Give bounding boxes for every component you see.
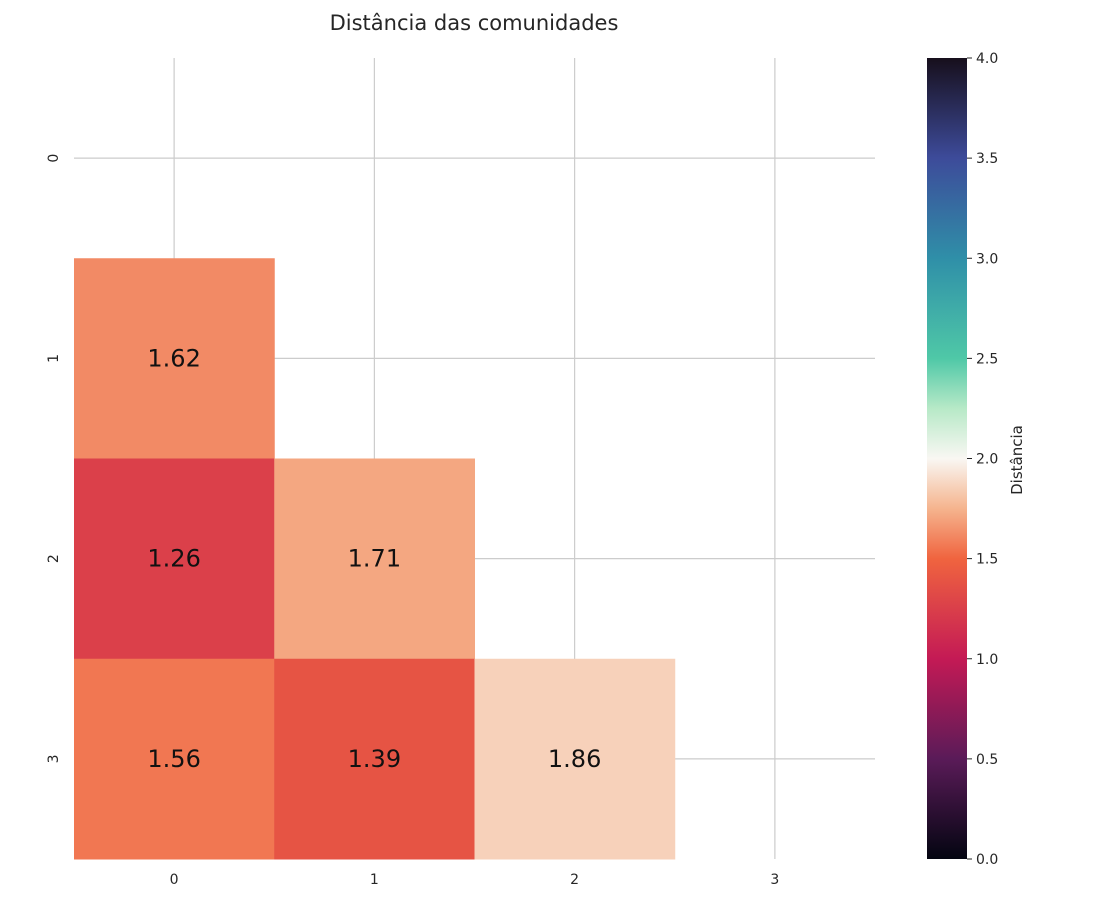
colorbar-label: Distância [1008, 425, 1026, 495]
cell-value-label: 1.86 [548, 745, 601, 773]
x-tick-label: 0 [170, 872, 179, 888]
heatmap-cell [274, 458, 475, 660]
heatmap-cell [474, 658, 676, 860]
chart-title: Distância das comunidades [330, 11, 619, 35]
heatmap-cell [74, 258, 275, 459]
colorbar-tick-label: 0.0 [976, 852, 998, 868]
cell-value-label: 1.71 [348, 545, 401, 573]
x-tick-label: 3 [770, 872, 779, 888]
colorbar-tick-label: 3.5 [976, 151, 998, 167]
x-axis-ticks: 0 1 2 3 [170, 872, 780, 888]
colorbar-gradient [927, 58, 967, 859]
colorbar-tick-label: 3.0 [976, 251, 998, 267]
y-tick-label: 2 [46, 554, 62, 563]
colorbar: 0.0 0.5 1.0 1.5 2.0 2.5 3.0 3.5 4.0 Distância [927, 51, 1026, 868]
colorbar-tick-label: 4.0 [976, 51, 998, 67]
cell-value-label: 1.39 [348, 745, 401, 773]
cell-value-label: 1.26 [147, 545, 200, 573]
colorbar-tick-label: 0.5 [976, 752, 998, 768]
x-tick-label: 1 [370, 872, 379, 888]
heatmap-cell [274, 658, 475, 860]
colorbar-tick-label: 1.0 [976, 652, 998, 668]
colorbar-tick-label: 2.5 [976, 351, 998, 367]
colorbar-tick-label: 2.0 [976, 452, 998, 468]
y-tick-label: 3 [46, 754, 62, 763]
colorbar-ticks: 0.0 0.5 1.0 1.5 2.0 2.5 3.0 3.5 4.0 [967, 51, 998, 868]
heatmap-cell [74, 658, 275, 860]
y-axis-ticks: 0 1 2 3 [46, 154, 62, 764]
y-tick-label: 1 [46, 354, 62, 363]
x-tick-label: 2 [570, 872, 579, 888]
cell-value-label: 1.56 [147, 745, 200, 773]
colorbar-tick-label: 1.5 [976, 552, 998, 568]
heatmap-cell [74, 458, 275, 660]
y-tick-label: 0 [46, 154, 62, 163]
cell-value-label: 1.62 [147, 344, 200, 372]
heatmap-cells: 1.62 1.26 1.71 1.56 1.39 1.86 [74, 258, 676, 860]
